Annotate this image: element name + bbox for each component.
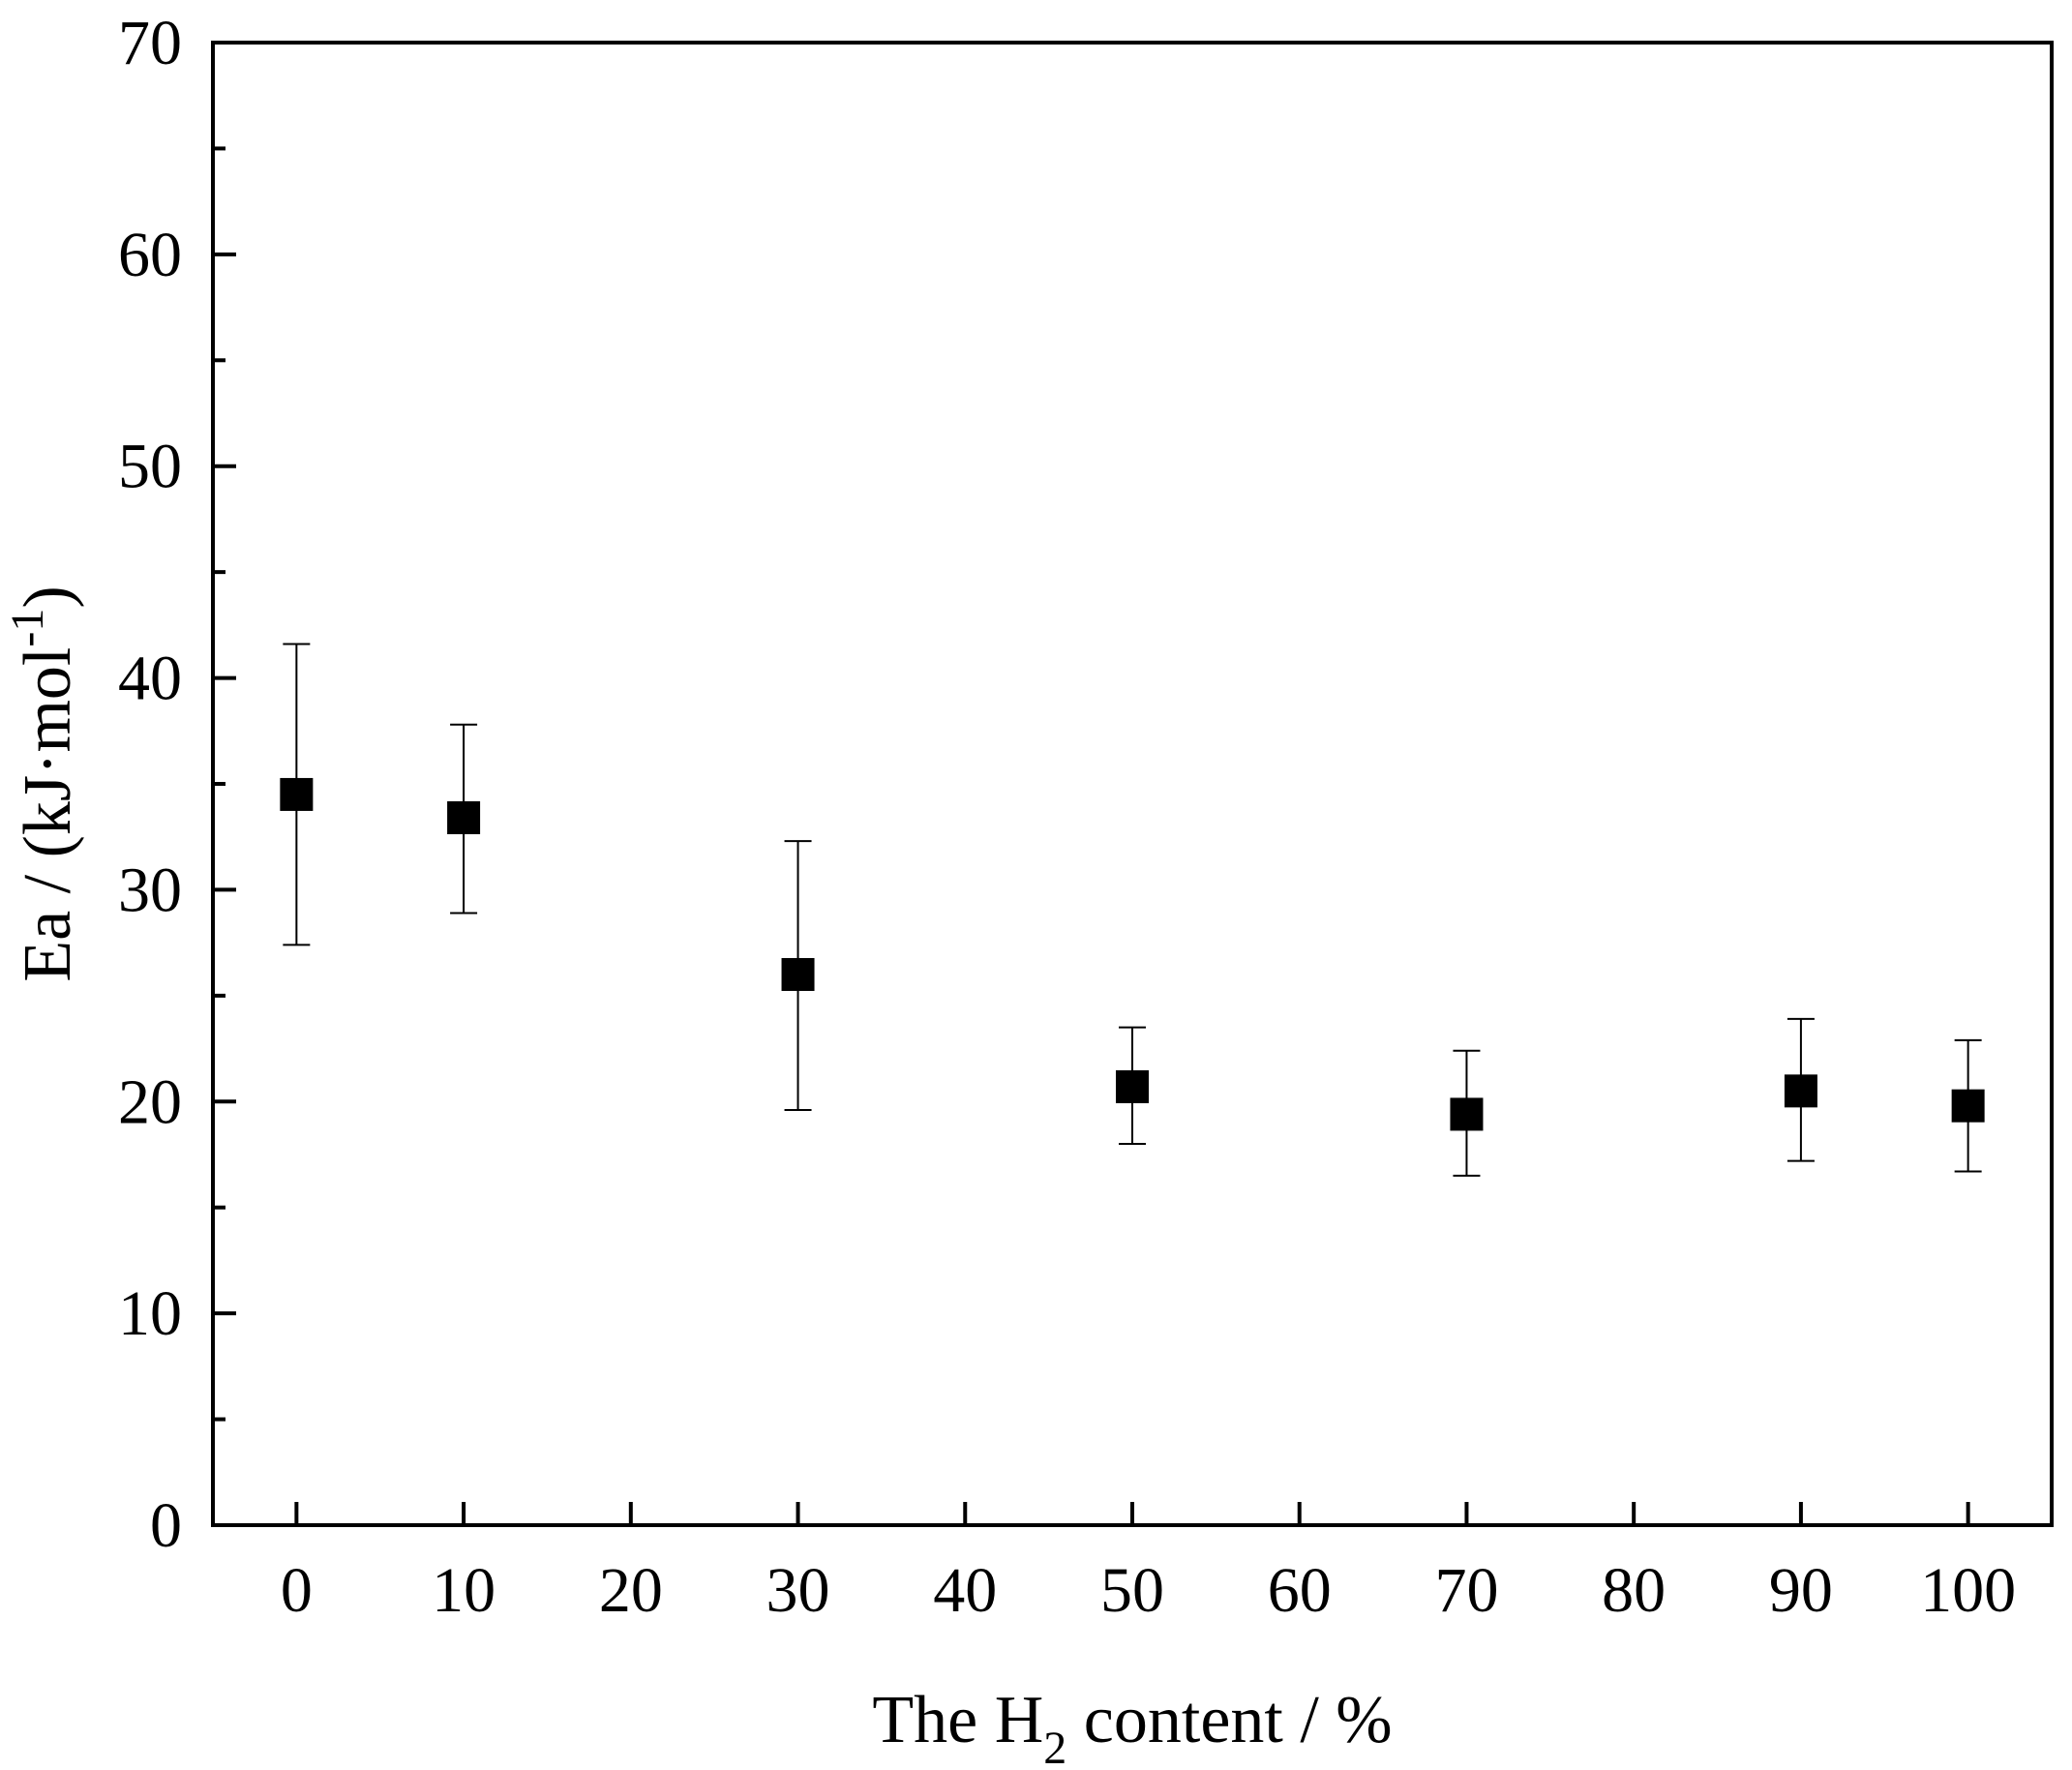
y-tick-label: 0 [150,1490,182,1561]
x-axis-ticks: 0 10 20 30 40 50 60 70 80 90 100 [281,1502,2016,1626]
data-point [1951,1089,1985,1123]
x-axis-title: The H2 content / % [872,1683,1392,1770]
y-tick-label: 50 [118,432,182,502]
data-point [447,801,481,835]
data-point [1784,1074,1817,1108]
x-tick-label: 90 [1769,1555,1833,1626]
y-tick-label: 10 [118,1278,182,1349]
data-point [280,777,314,811]
y-axis-title: Ea / (kJ·mol-1) [2,585,85,981]
x-tick-label: 50 [1100,1555,1164,1626]
data-point [1116,1069,1149,1103]
data-point [781,957,815,991]
x-tick-label: 100 [1920,1555,2016,1626]
x-tick-label: 60 [1268,1555,1332,1626]
y-tick-label: 20 [118,1066,182,1137]
data-point [1450,1097,1484,1131]
y-tick-label: 30 [118,855,182,925]
x-tick-label: 30 [766,1555,830,1626]
y-tick-label: 40 [118,644,182,714]
x-tick-label: 70 [1434,1555,1498,1626]
x-tick-label: 0 [281,1555,313,1626]
series-points [280,643,1985,1177]
x-tick-label: 10 [432,1555,495,1626]
x-tick-label: 20 [599,1555,663,1626]
y-axis-ticks: 0 10 20 30 40 50 60 70 [118,8,236,1561]
y-tick-label: 70 [118,8,182,78]
y-tick-label: 60 [118,220,182,290]
x-tick-label: 40 [933,1555,997,1626]
x-tick-label: 80 [1602,1555,1666,1626]
plot-area [211,41,2054,1527]
